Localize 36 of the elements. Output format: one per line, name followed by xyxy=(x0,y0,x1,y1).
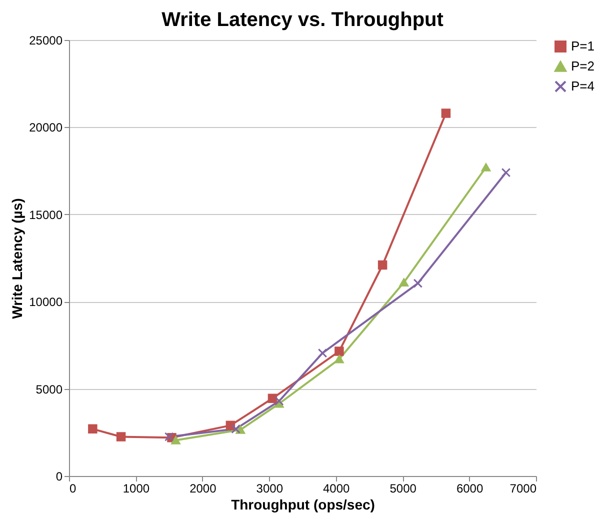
y-tick-label: 15000 xyxy=(29,208,63,222)
y-tick-label: 5000 xyxy=(36,382,63,396)
point xyxy=(268,394,278,404)
y-tick-label: 25000 xyxy=(29,34,63,48)
legend-label: P=1 xyxy=(571,38,594,54)
point xyxy=(116,432,126,442)
point xyxy=(481,163,491,172)
x-tick-label: 4000 xyxy=(323,482,350,496)
point xyxy=(231,424,240,434)
y-tick-label: 20000 xyxy=(29,120,63,135)
x-axis-title: Throughput (ops/sec) xyxy=(231,496,375,512)
point xyxy=(274,396,284,406)
point xyxy=(413,278,423,288)
point xyxy=(318,348,328,358)
point xyxy=(399,278,409,287)
legend-label: P=2 xyxy=(571,58,594,74)
chart-title: Write Latency vs. Throughput xyxy=(162,9,444,31)
point xyxy=(334,346,344,356)
x-tick-label: 1000 xyxy=(122,482,150,496)
x-tick-label: 6000 xyxy=(456,482,484,496)
point xyxy=(441,108,451,118)
x-tick-label: 0 xyxy=(70,482,76,496)
point xyxy=(88,424,98,434)
y-tick-label: 0 xyxy=(56,470,63,484)
x-tick-label: 3000 xyxy=(256,482,284,496)
point xyxy=(171,436,180,444)
point xyxy=(501,168,511,178)
x-tick-label: 5000 xyxy=(390,482,417,496)
point xyxy=(334,355,344,364)
legend-label: P=4 xyxy=(571,78,594,94)
y-tick-label: 10000 xyxy=(29,295,63,310)
point xyxy=(164,432,174,442)
x-tick-label: 2000 xyxy=(190,482,217,496)
y-axis-title: Write Latency (µs) xyxy=(9,198,26,319)
x-tick-label: 7000 xyxy=(510,482,537,496)
point xyxy=(378,260,388,270)
